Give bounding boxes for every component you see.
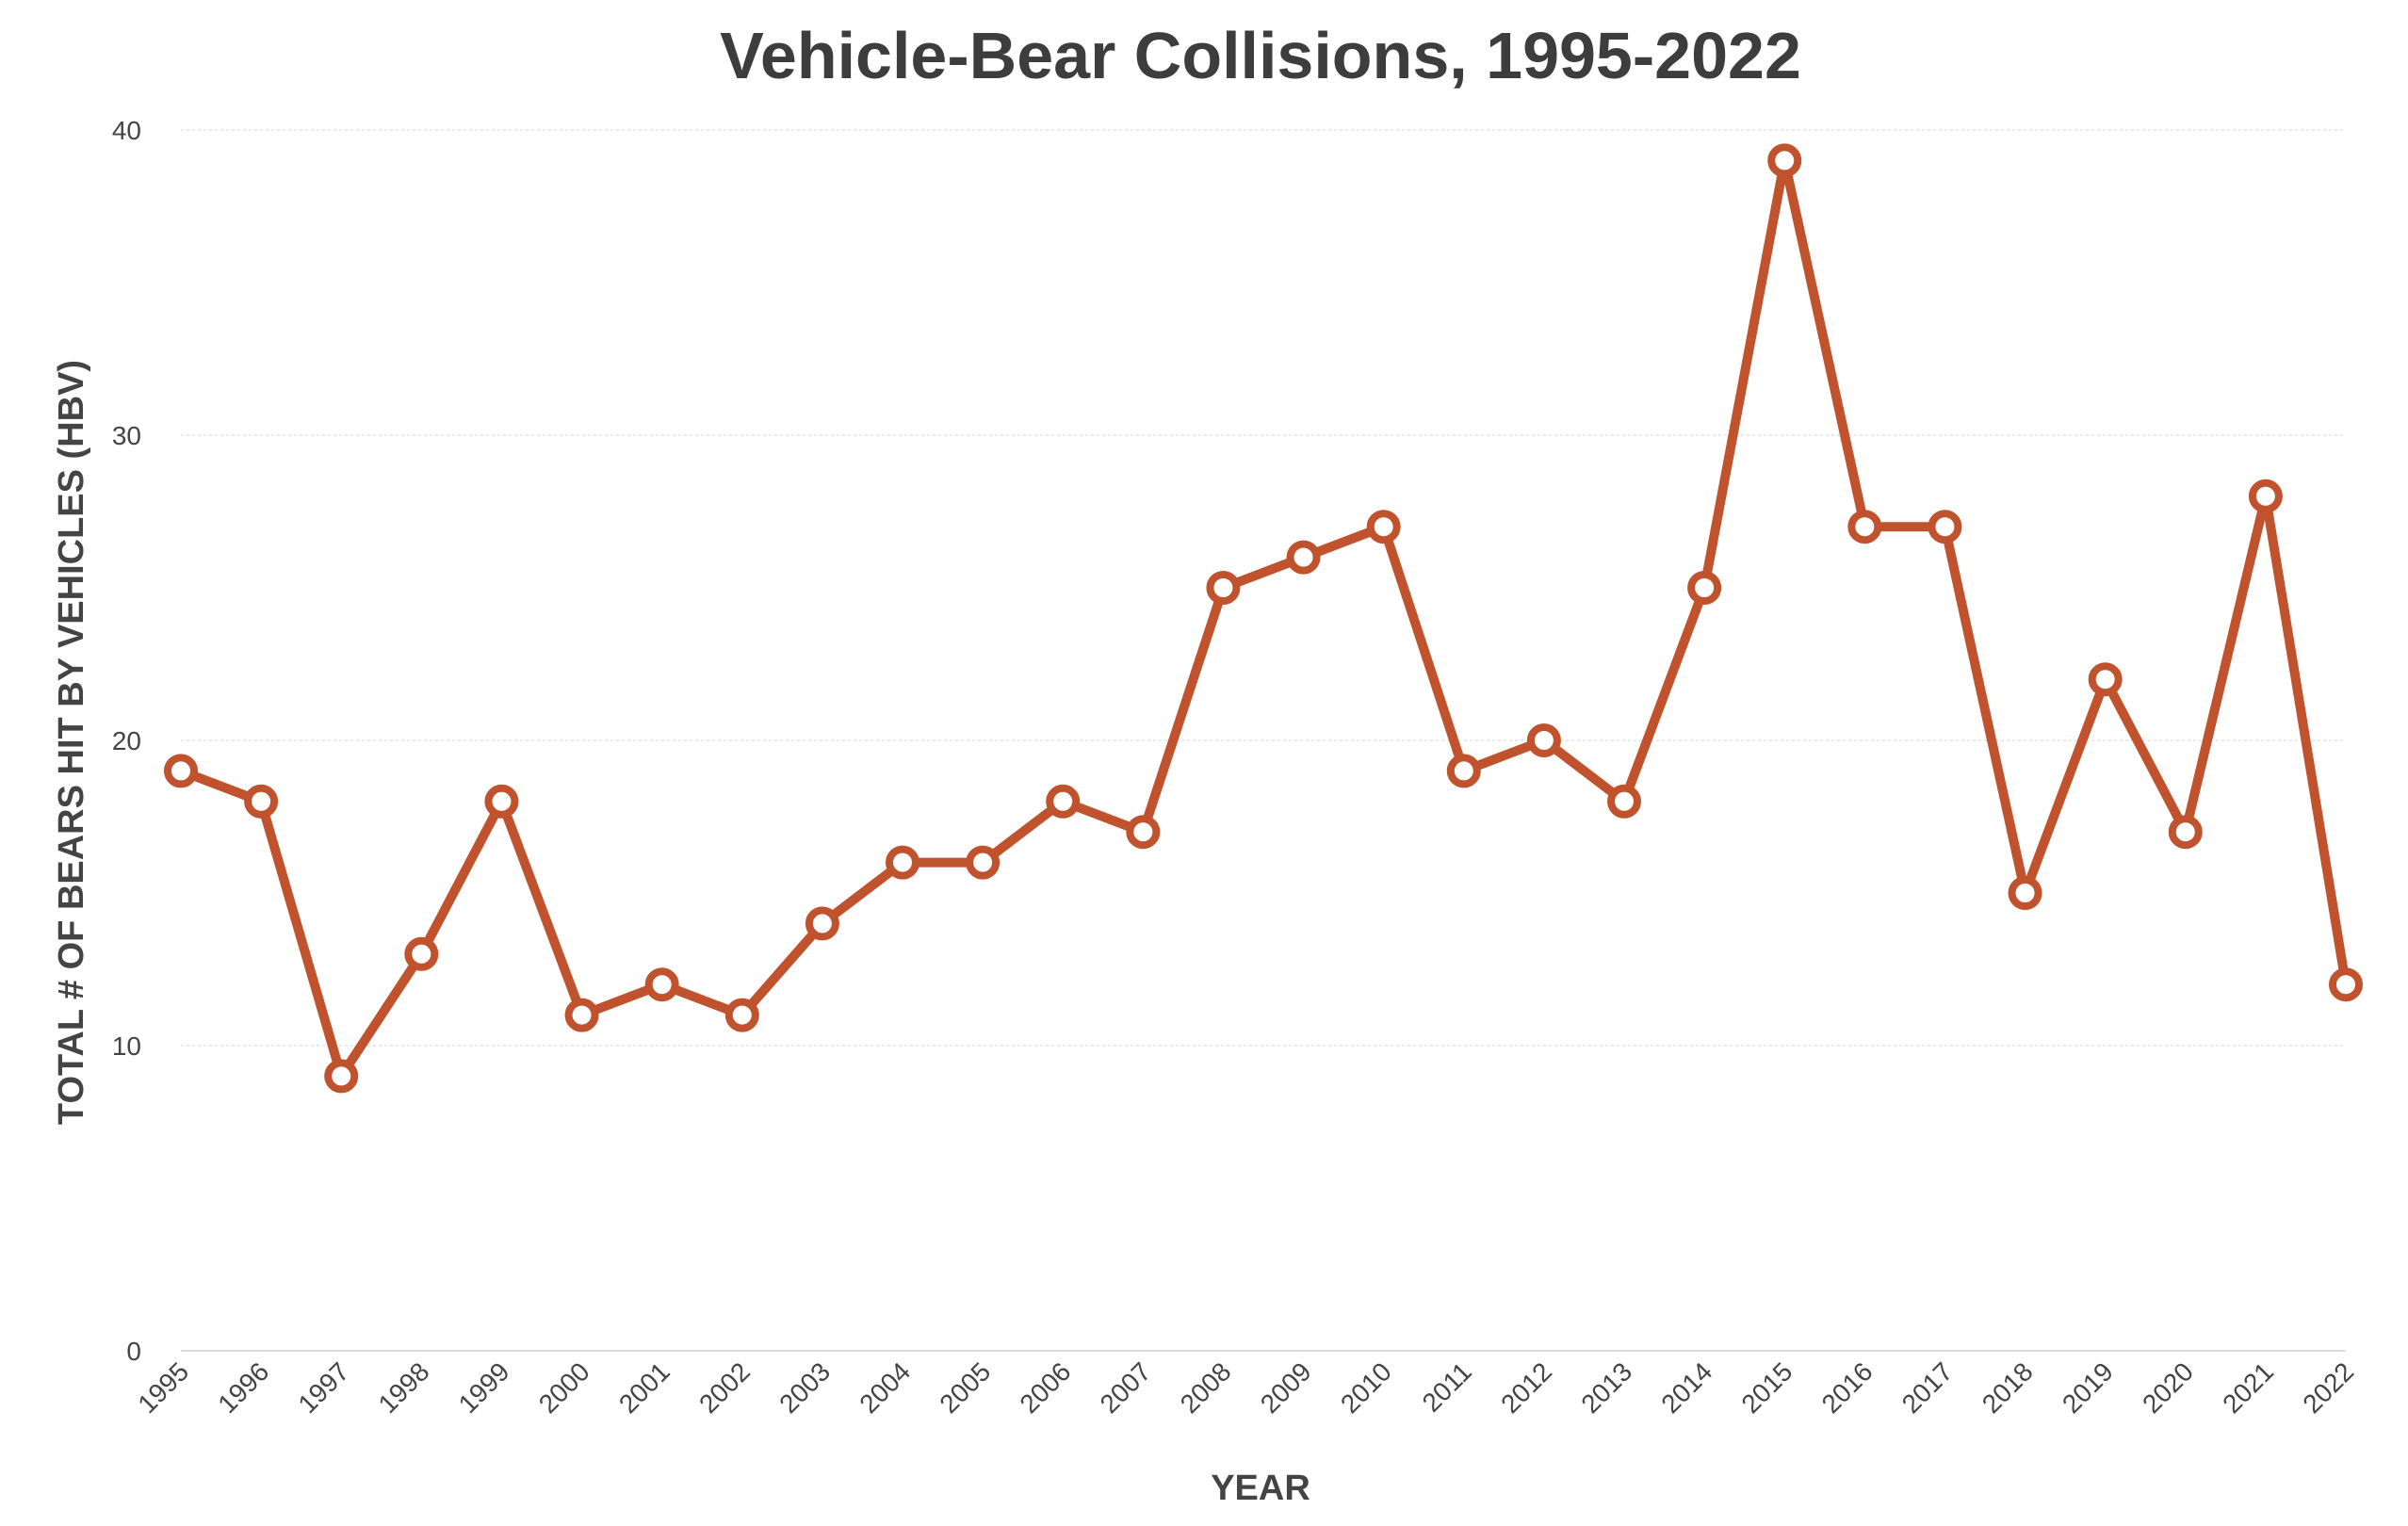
data-point-1995[interactable] (164, 754, 198, 788)
data-point-1997[interactable] (324, 1059, 359, 1094)
data-point-2017[interactable] (1928, 510, 1962, 544)
x-tick-label: 2022 (2297, 1356, 2359, 1419)
data-point-1998[interactable] (404, 936, 439, 971)
x-tick-label: 2004 (854, 1356, 916, 1419)
x-tick-label: 1997 (292, 1356, 354, 1419)
data-point-2000[interactable] (564, 998, 599, 1032)
data-point-2019[interactable] (2088, 662, 2123, 697)
x-tick-label: 1996 (212, 1356, 274, 1419)
data-point-2021[interactable] (2248, 479, 2283, 513)
data-point-2012[interactable] (1526, 723, 1561, 757)
data-point-2016[interactable] (1847, 510, 1882, 544)
chart-title: Vehicle-Bear Collisions, 1995-2022 (720, 19, 1801, 92)
x-tick-label: 2015 (1735, 1356, 1798, 1419)
series-line (176, 155, 2351, 1081)
data-point-2004[interactable] (886, 845, 919, 880)
y-tick-label: 30 (112, 421, 141, 450)
x-tick-label: 2021 (2217, 1356, 2279, 1419)
y-tick-label: 40 (112, 116, 141, 145)
x-tick-label: 1995 (132, 1356, 194, 1419)
x-tick-label: 2011 (1417, 1356, 1478, 1418)
x-tick-label: 1999 (453, 1356, 515, 1419)
data-point-2015[interactable] (1767, 143, 1802, 178)
data-point-1999[interactable] (484, 784, 519, 819)
gridlines (181, 129, 2346, 1352)
data-point-2018[interactable] (2008, 876, 2042, 910)
x-tick-label: 2016 (1816, 1356, 1879, 1419)
y-tick-label: 10 (112, 1031, 141, 1061)
x-tick-label: 2006 (1014, 1356, 1076, 1419)
x-tick-label: 2001 (613, 1356, 675, 1419)
x-tick-label: 2005 (934, 1356, 996, 1419)
data-point-2008[interactable] (1206, 571, 1241, 605)
y-axis-title: TOTAL # OF BEARS HIT BY VEHICLES (HBV) (52, 360, 91, 1125)
x-tick-label: 2010 (1335, 1356, 1397, 1419)
data-point-2002[interactable] (724, 998, 759, 1032)
data-point-2006[interactable] (1046, 784, 1081, 819)
x-tick-label: 2020 (2137, 1356, 2199, 1419)
data-point-2007[interactable] (1126, 815, 1161, 850)
y-tick-label: 20 (112, 726, 141, 755)
data-point-2001[interactable] (644, 967, 679, 1002)
x-tick-label: 2002 (693, 1356, 756, 1419)
data-point-2011[interactable] (1446, 754, 1481, 788)
data-point-1996[interactable] (244, 784, 279, 819)
y-axis-ticks: 0 10 20 30 40 (112, 116, 141, 1366)
x-tick-label: 2008 (1175, 1356, 1237, 1419)
x-tick-label: 2000 (533, 1356, 595, 1419)
data-point-2022[interactable] (2329, 967, 2363, 1002)
x-tick-label: 2013 (1575, 1356, 1637, 1419)
x-tick-label: 2014 (1655, 1356, 1717, 1419)
x-axis-ticks: 1995 1996 1997 1998 1999 2000 2001 2002 2003 2004… (132, 1356, 2359, 1419)
data-point-2009[interactable] (1286, 540, 1321, 575)
data-point-2013[interactable] (1607, 784, 1641, 819)
x-tick-label: 2017 (1896, 1356, 1959, 1419)
data-point-2005[interactable] (966, 845, 1001, 880)
x-tick-label: 2009 (1255, 1356, 1317, 1419)
data-point-2020[interactable] (2168, 815, 2203, 850)
x-tick-label: 2018 (1977, 1356, 2039, 1419)
x-tick-label: 2012 (1495, 1356, 1557, 1419)
x-tick-label: 2003 (773, 1356, 836, 1419)
x-tick-label: 2019 (2057, 1356, 2119, 1419)
x-tick-label: 2007 (1095, 1356, 1157, 1419)
data-point-2014[interactable] (1687, 571, 1722, 605)
x-tick-label: 1998 (373, 1356, 435, 1419)
data-point-2010[interactable] (1366, 510, 1401, 544)
x-axis-title: YEAR (1211, 1469, 1310, 1508)
data-point-2003[interactable] (805, 906, 839, 941)
series-layer (164, 143, 2363, 1094)
y-tick-label: 0 (126, 1337, 141, 1366)
